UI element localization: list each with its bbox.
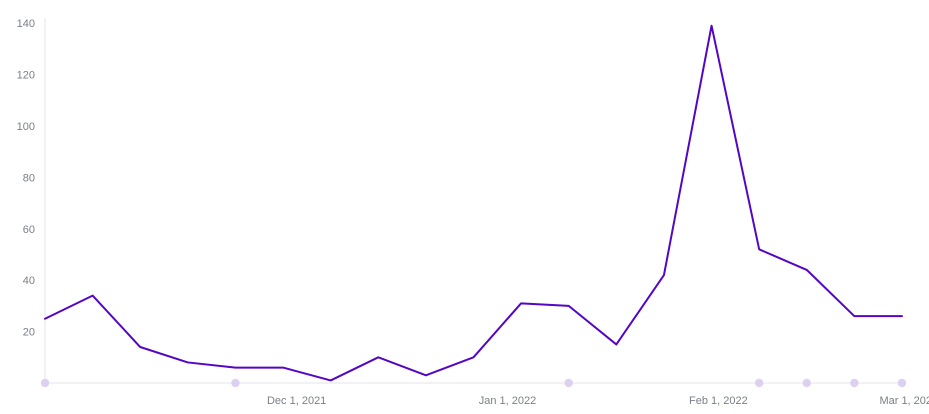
timeline-marker <box>231 378 240 388</box>
timeline-marker <box>850 378 859 388</box>
y-tick-label: 120 <box>17 70 35 82</box>
timeline-markers <box>40 378 907 388</box>
series-line <box>44 24 903 382</box>
x-tick-label: Mar 1, 2022 <box>879 395 929 407</box>
axes <box>44 18 902 384</box>
y-tick-label: 100 <box>17 121 35 133</box>
timeline-marker <box>40 378 50 388</box>
timeline-marker <box>802 378 811 388</box>
timeline-marker <box>754 378 764 388</box>
timeline-marker <box>897 378 907 388</box>
y-tick-label: 20 <box>23 327 35 339</box>
y-tick-label: 80 <box>23 172 35 184</box>
x-tick-label: Feb 1, 2022 <box>689 395 748 407</box>
series-points <box>45 26 902 381</box>
y-tick-label: 40 <box>23 275 35 287</box>
y-tick-label: 60 <box>23 224 35 236</box>
x-axis-ticks: Dec 1, 2021 Jan 1, 2022 Feb 1, 2022 Mar 1, … <box>267 395 929 407</box>
x-tick-label: Jan 1, 2022 <box>479 395 537 407</box>
y-tick-label: 140 <box>17 18 35 30</box>
timeline-marker <box>564 378 573 388</box>
x-tick-label: Dec 1, 2021 <box>267 395 326 407</box>
y-axis-ticks: 20 40 60 80 100 120 140 <box>17 18 35 338</box>
